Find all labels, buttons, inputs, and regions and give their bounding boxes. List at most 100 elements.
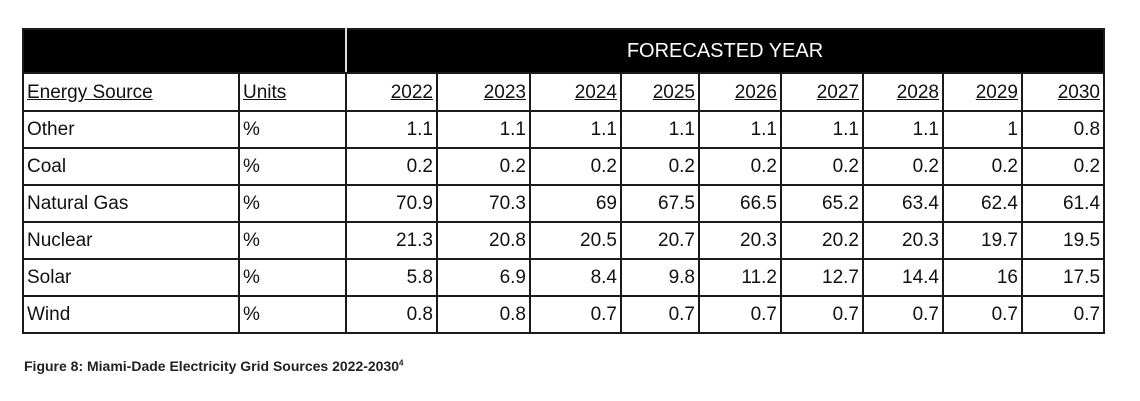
value-cell: 0.8 — [1020, 110, 1106, 149]
value-cell: 0.7 — [529, 295, 622, 334]
value-cell: 62.4 — [942, 184, 1023, 223]
forecasted-year-label: FORECASTED YEAR — [344, 28, 1106, 74]
value-cell: 1.1 — [780, 110, 864, 149]
table-row: Wind% 0.8 0.8 0.7 0.7 0.7 0.7 0.7 0.7 0.7 — [22, 295, 1106, 334]
caption-text: Figure 8: Miami-Dade Electricity Grid So… — [24, 358, 400, 374]
value-cell: 14.4 — [862, 258, 944, 297]
value-cell: 0.7 — [1020, 295, 1106, 334]
energy-source-cell: Natural Gas — [22, 184, 240, 223]
column-header-text: 2030 — [1057, 82, 1101, 103]
units-cell: % — [238, 295, 347, 334]
value-cell: 1.1 — [529, 110, 622, 149]
value-cell: 9.8 — [620, 258, 700, 297]
value-cell: 67.5 — [620, 184, 700, 223]
column-header-text: 2027 — [816, 82, 859, 103]
value-cell: 0.2 — [529, 147, 622, 186]
value-cell: 11.2 — [698, 258, 782, 297]
column-header-text: Units — [243, 82, 287, 103]
forecast-band-row: FORECASTED YEAR — [22, 28, 1106, 74]
value-cell: 0.2 — [942, 147, 1023, 186]
units-cell: % — [238, 147, 347, 186]
value-cell: 69 — [529, 184, 622, 223]
value-cell: 12.7 — [780, 258, 864, 297]
units-cell: % — [238, 258, 347, 297]
value-cell: 8.4 — [529, 258, 622, 297]
value-cell: 21.3 — [345, 221, 438, 260]
value-cell: 1.1 — [345, 110, 438, 149]
value-cell: 0.7 — [942, 295, 1023, 334]
table-row: Coal% 0.2 0.2 0.2 0.2 0.2 0.2 0.2 0.2 0.2 — [22, 147, 1106, 186]
column-header: 2022 — [345, 72, 438, 112]
table-row: Natural Gas% 70.9 70.3 69 67.5 66.5 65.2 63.4 62… — [22, 184, 1106, 223]
column-header-text: 2026 — [734, 82, 777, 103]
value-cell: 70.9 — [345, 184, 438, 223]
value-cell: 19.5 — [1020, 221, 1106, 260]
table-row: Solar% 5.8 6.9 8.4 9.8 11.2 12.7 14.4 16 17.5 — [22, 258, 1106, 297]
column-header-text: 2029 — [975, 82, 1018, 103]
value-cell: 0.2 — [780, 147, 864, 186]
value-cell: 0.7 — [780, 295, 864, 334]
value-cell: 19.7 — [942, 221, 1023, 260]
value-cell: 0.2 — [345, 147, 438, 186]
value-cell: 1.1 — [436, 110, 531, 149]
column-header-text: 2028 — [896, 82, 939, 103]
value-cell: 1.1 — [698, 110, 782, 149]
value-cell: 0.2 — [620, 147, 700, 186]
value-cell: 63.4 — [862, 184, 944, 223]
value-cell: 1.1 — [620, 110, 700, 149]
value-cell: 6.9 — [436, 258, 531, 297]
table-row: Other% 1.1 1.1 1.1 1.1 1.1 1.1 1.1 1 0.8 — [22, 110, 1106, 149]
column-header: 2029 — [942, 72, 1023, 112]
value-cell: 0.2 — [698, 147, 782, 186]
column-header: 2024 — [529, 72, 622, 112]
energy-sources-table: FORECASTED YEAR Energy Source Units 2022 20… — [22, 28, 1106, 334]
energy-source-cell: Other — [22, 110, 240, 149]
table-row: Nuclear% 21.3 20.8 20.5 20.7 20.3 20.2 20.3 19.7… — [22, 221, 1106, 260]
value-cell: 1.1 — [862, 110, 944, 149]
value-cell: 1 — [942, 110, 1023, 149]
column-header: 2025 — [620, 72, 700, 112]
units-cell: % — [238, 110, 347, 149]
value-cell: 17.5 — [1020, 258, 1106, 297]
column-header: 2028 — [862, 72, 944, 112]
value-cell: 20.3 — [862, 221, 944, 260]
energy-source-cell: Solar — [22, 258, 240, 297]
column-header: 2023 — [436, 72, 531, 112]
value-cell: 70.3 — [436, 184, 531, 223]
value-cell: 0.8 — [345, 295, 438, 334]
value-cell: 0.7 — [620, 295, 700, 334]
column-header-text: 2023 — [483, 82, 526, 103]
value-cell: 0.8 — [436, 295, 531, 334]
units-cell: % — [238, 184, 347, 223]
energy-source-cell: Nuclear — [22, 221, 240, 260]
value-cell: 66.5 — [698, 184, 782, 223]
column-header: Units — [238, 72, 347, 112]
value-cell: 16 — [942, 258, 1023, 297]
header-row: Energy Source Units 2022 2023 2024 2025 2026 20… — [22, 72, 1106, 112]
value-cell: 20.8 — [436, 221, 531, 260]
value-cell: 20.7 — [620, 221, 700, 260]
caption-footnote: 4 — [399, 358, 404, 368]
column-header: 2026 — [698, 72, 782, 112]
value-cell: 0.2 — [436, 147, 531, 186]
value-cell: 20.5 — [529, 221, 622, 260]
energy-source-cell: Coal — [22, 147, 240, 186]
column-header: 2030 — [1020, 72, 1106, 112]
column-header-text: 2022 — [390, 82, 433, 103]
value-cell: 20.2 — [780, 221, 864, 260]
column-header-text: 2025 — [652, 82, 695, 103]
value-cell: 20.3 — [698, 221, 782, 260]
column-header: 2027 — [780, 72, 864, 112]
band-blank-cell — [22, 28, 347, 74]
energy-source-cell: Wind — [22, 295, 240, 334]
value-cell: 65.2 — [780, 184, 864, 223]
value-cell: 0.2 — [862, 147, 944, 186]
value-cell: 0.2 — [1020, 147, 1106, 186]
column-header: Energy Source — [22, 72, 240, 112]
figure-caption: Figure 8: Miami-Dade Electricity Grid So… — [24, 358, 404, 374]
units-cell: % — [238, 221, 347, 260]
column-header-text: Energy Source — [27, 82, 153, 103]
column-header-text: 2024 — [574, 82, 617, 103]
value-cell: 5.8 — [345, 258, 438, 297]
value-cell: 0.7 — [862, 295, 944, 334]
